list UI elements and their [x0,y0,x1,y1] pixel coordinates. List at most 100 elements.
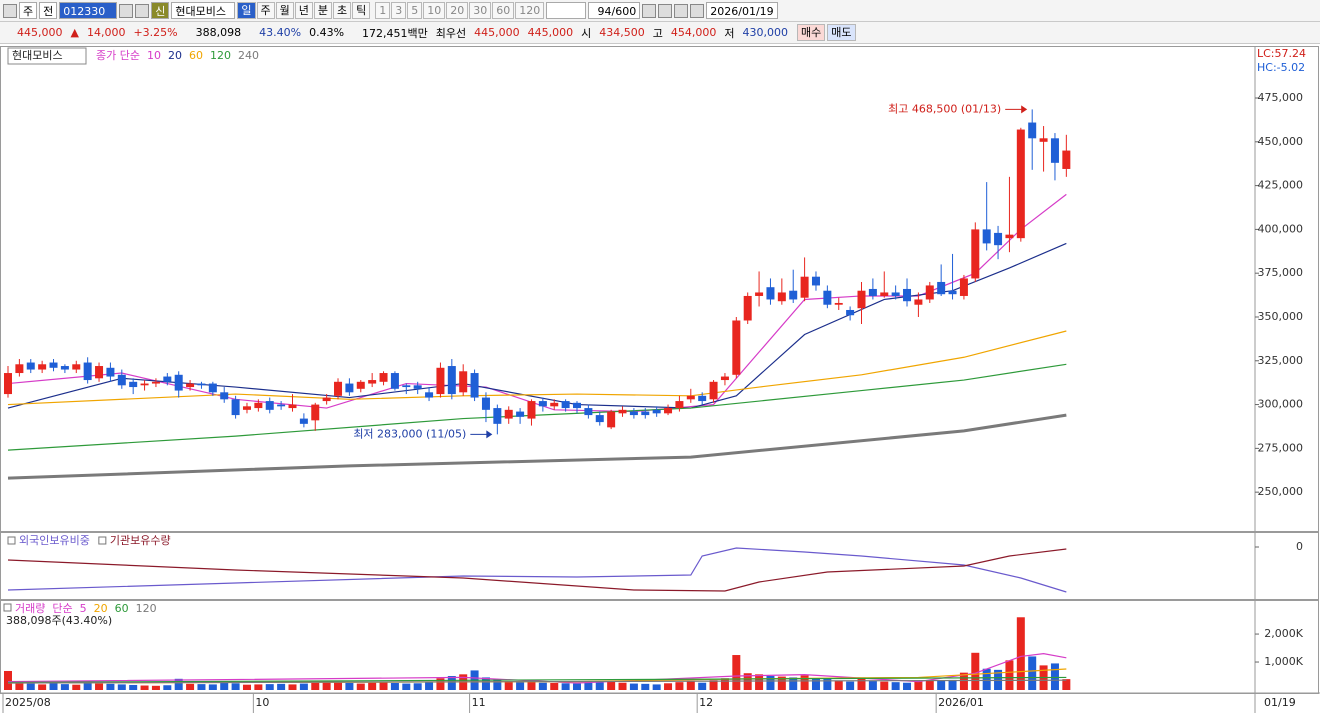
legend-entry: 240 [238,49,259,62]
low: 430,000 [742,26,789,39]
candle-body [299,418,308,424]
x-tick-label: 2026/01 [938,696,984,709]
volume-bar [197,684,206,690]
volume-bar [937,680,946,690]
interval-button[interactable]: 60 [492,2,515,19]
volume-bar [1050,663,1059,690]
candle-body [846,309,855,316]
volume-bar [231,683,240,690]
price: 445,000 [17,26,63,39]
buy-button[interactable]: 매수 [797,24,826,41]
candle-body [459,371,468,393]
line [7,363,1067,451]
candle-body [425,392,434,398]
line [7,413,1067,480]
candle-body [1062,150,1071,169]
y-tick-label: 475,000 [1258,91,1304,104]
volume-bar [846,681,855,690]
interval-button[interactable]: 20 [446,2,469,19]
name-input[interactable]: 현대모비스 [171,2,236,19]
y-tick-label: 425,000 [1258,179,1304,192]
new-badge[interactable]: 신 [151,2,170,19]
annotation: 최고 468,500 (01/13) [888,102,1001,115]
volume-bar [948,679,957,690]
volume-bar [72,684,81,690]
date-box[interactable]: 2026/01/19 [706,2,778,19]
legend-swatch [7,536,16,545]
search-icon[interactable] [119,3,134,18]
interval-button[interactable]: 30 [469,2,492,19]
tool-icon[interactable] [658,3,673,18]
panel [0,46,1319,532]
volume-bar [641,683,650,690]
code-input[interactable]: 012330 [59,2,118,19]
line [7,679,1067,684]
candle-body [334,381,343,396]
candle-body [60,366,69,370]
sound-icon[interactable] [135,3,150,18]
volume-bar [106,683,115,690]
period-button[interactable]: 틱 [352,2,371,19]
interval-button[interactable]: 5 [407,2,423,19]
icon[interactable] [3,3,17,18]
period-button[interactable]: 일 [237,2,256,19]
volume-bar [971,652,980,690]
y-tick-label: 2,000K [1264,627,1303,640]
legend-entry: 120 [210,49,231,62]
volume-bar [356,683,365,690]
unit-select[interactable] [546,2,587,19]
y-tick-label: 0 [1296,540,1303,553]
candle-body [550,402,559,407]
volume-bar [379,682,388,690]
period-button[interactable]: 년 [294,2,313,19]
candle-body [4,373,12,395]
candle-body [573,402,581,409]
candle-body [743,295,752,321]
candle-body [959,278,968,296]
volume-bar [26,683,35,690]
volume-bar [425,681,434,690]
volume-bar [220,682,229,690]
volume-bar [789,677,798,690]
candle-body [151,381,160,384]
period-button[interactable]: 분 [313,2,332,19]
candle-body [857,290,866,309]
period-button[interactable]: 월 [275,2,294,19]
market-select[interactable]: 주 [19,2,38,19]
candle-body [618,409,627,414]
prev-button[interactable]: 전 [39,2,58,19]
candle-body [379,373,388,382]
candle-body [891,292,900,296]
settings-icon[interactable] [690,3,705,18]
interval-group: 1 3 5 10 20 30 60 120 [375,2,545,19]
interval-button[interactable]: 1 [375,2,391,19]
period-button[interactable]: 초 [333,2,352,19]
count-box[interactable]: 94/600 [588,2,641,19]
legend-entry: 10 [147,49,161,62]
sell-button[interactable]: 매도 [827,24,856,41]
candle-body [925,285,934,300]
y-tick-label: 300,000 [1258,398,1304,411]
interval-button[interactable]: 10 [423,2,446,19]
volume-bar [413,683,422,690]
volume-bar [117,684,126,690]
volume-bar [390,683,399,690]
volume-bar [151,685,160,690]
volume-bar [925,680,934,690]
tool-icon[interactable] [642,3,657,18]
volume-bar [277,683,286,690]
interval-button[interactable]: 120 [515,2,545,19]
interval-button[interactable]: 3 [391,2,407,19]
line [7,676,1067,684]
volume-bar [334,682,343,690]
amount: 172,451백만 [362,26,428,40]
save-icon[interactable] [674,3,689,18]
period-button[interactable]: 주 [256,2,275,19]
line [7,547,1067,593]
volume-bar [777,676,786,690]
label: 저 [724,26,735,40]
volume-bar [561,683,570,690]
volume-bar [516,682,525,690]
volume-bar [186,683,195,690]
legend-label: 단순 [52,602,72,615]
